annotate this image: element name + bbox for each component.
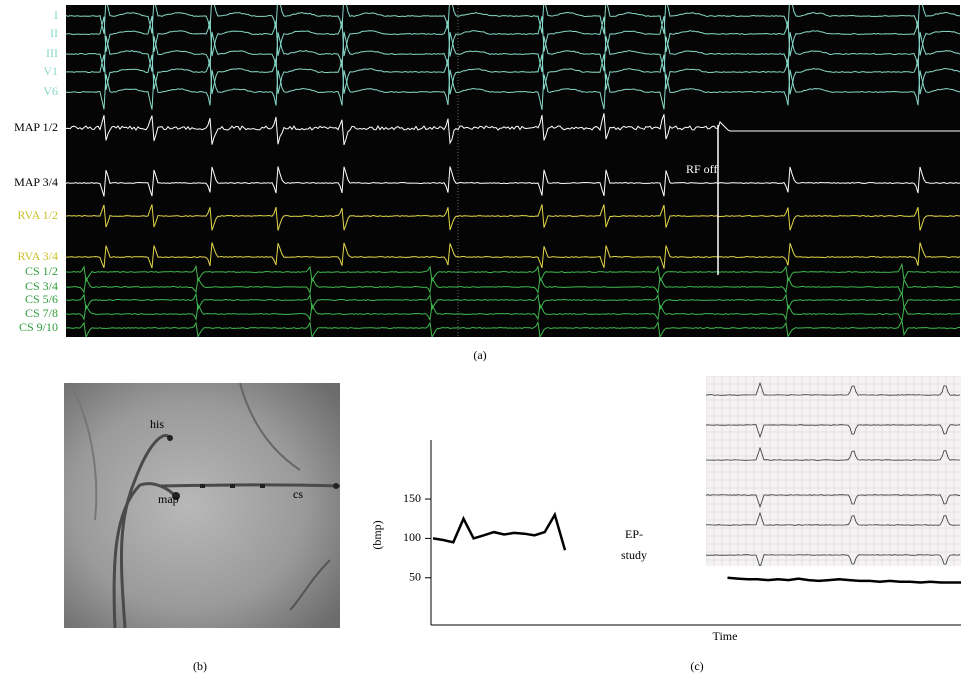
tracing xyxy=(66,204,960,231)
tracing xyxy=(66,113,960,146)
tracing xyxy=(66,5,960,34)
y-tick-label: 150 xyxy=(403,491,421,505)
channel-label: CS 7/8 xyxy=(25,306,58,320)
ecg-traces xyxy=(706,376,961,566)
ecg-trace xyxy=(706,554,961,566)
tracing xyxy=(66,262,960,284)
tracing xyxy=(66,242,960,269)
channel-label: II xyxy=(50,26,58,40)
channel-label: I xyxy=(54,8,58,22)
channel-label: III xyxy=(46,46,58,60)
channel-label: V1 xyxy=(43,64,58,78)
image-label: map xyxy=(158,492,179,506)
x-axis-label: Time xyxy=(713,629,738,643)
fluoroscopy-image xyxy=(64,383,340,628)
tracing xyxy=(66,276,960,296)
caption: (c) xyxy=(690,659,703,673)
heart-rate-line xyxy=(727,576,961,584)
y-tick-label: 100 xyxy=(403,530,421,544)
tracings xyxy=(66,5,960,337)
channel-label: MAP 1/2 xyxy=(14,120,58,134)
annotation: EP- xyxy=(625,527,643,541)
caption: (a) xyxy=(473,348,486,362)
channel-label: MAP 3/4 xyxy=(14,175,58,189)
channel-label: CS 9/10 xyxy=(19,320,58,334)
y-axis-label: (bmp) xyxy=(370,520,384,549)
tracing xyxy=(66,54,960,95)
heart-rate-line xyxy=(432,511,567,551)
channel-label: RVA 3/4 xyxy=(18,249,59,263)
ecg-trace xyxy=(706,381,961,396)
channel-label: V6 xyxy=(43,84,58,98)
tracing-background xyxy=(66,5,960,337)
channel-label: CS 1/2 xyxy=(25,264,58,278)
annotation: study xyxy=(621,548,647,562)
channel-label: CS 5/6 xyxy=(25,292,58,306)
annotation: RF off xyxy=(686,162,717,176)
tracing xyxy=(66,319,960,337)
tracing xyxy=(66,15,960,57)
electrodes xyxy=(167,435,339,500)
channel-label: CS 3/4 xyxy=(25,279,58,293)
tracing xyxy=(66,31,960,73)
tracing xyxy=(66,69,960,111)
ecg-trace xyxy=(706,446,960,461)
y-tick-label: 50 xyxy=(409,570,421,584)
caption: (b) xyxy=(193,659,207,673)
tracing xyxy=(66,290,960,311)
ecg-trace xyxy=(706,494,960,509)
ecg-trace xyxy=(706,511,960,526)
tracing xyxy=(66,166,960,197)
tracing xyxy=(66,302,960,323)
channel-label: RVA 1/2 xyxy=(18,208,59,222)
ecg-image xyxy=(706,376,961,566)
image-label: cs xyxy=(293,487,303,501)
image-label: his xyxy=(150,417,164,431)
ecg-trace xyxy=(706,424,961,439)
catheters xyxy=(69,382,341,629)
